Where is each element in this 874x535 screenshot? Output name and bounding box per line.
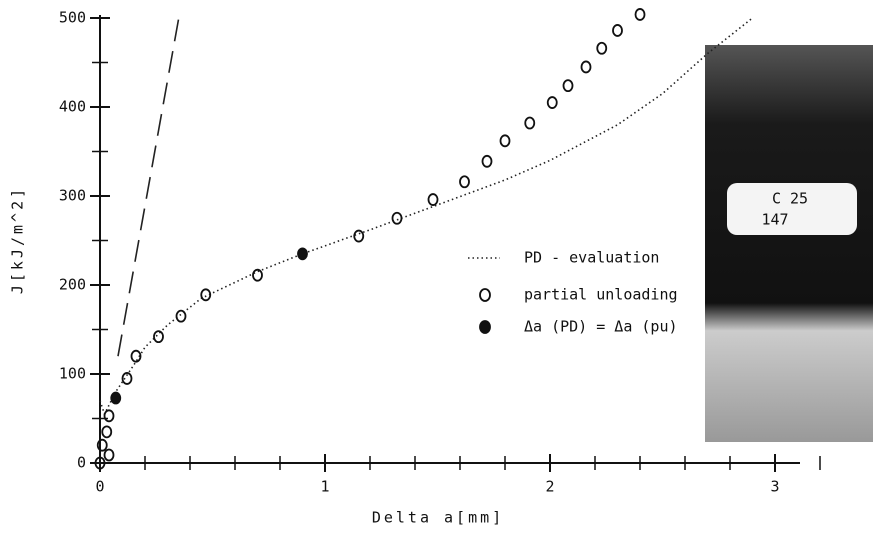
x-tick-label: 1 (320, 478, 329, 496)
inset-label: C 25 (772, 190, 808, 208)
y-tick-label: 200 (59, 276, 86, 294)
y-tick-label: 100 (59, 365, 86, 383)
data-point (546, 96, 558, 109)
data-point (459, 175, 470, 189)
series-line (99, 17, 753, 417)
legend-swatch (479, 288, 491, 302)
data-point (121, 372, 133, 385)
data-point (481, 154, 493, 168)
data-point (353, 229, 365, 243)
x-tick-label: 3 (770, 478, 779, 496)
data-point (391, 211, 403, 225)
data-point (562, 79, 574, 93)
data-point (200, 288, 212, 302)
data-point (103, 409, 115, 423)
legend-swatch (479, 320, 491, 334)
y-axis-label: J[kJ/m^2] (9, 186, 27, 294)
data-point (94, 456, 106, 470)
y-tick-label: 500 (59, 9, 86, 27)
inset-label: 147 (761, 211, 788, 229)
legend-label: PD - evaluation (524, 249, 659, 267)
x-tick-label: 0 (95, 478, 104, 496)
photo-inset (705, 45, 873, 442)
y-tick-label: 400 (59, 98, 86, 116)
data-point (634, 8, 646, 21)
data-point (175, 309, 187, 323)
y-tick-label: 300 (59, 187, 86, 205)
data-point (103, 448, 115, 462)
data-point (499, 134, 511, 148)
inset-label-box (727, 183, 857, 235)
data-point (612, 24, 623, 37)
data-point (596, 41, 608, 55)
data-point (580, 60, 592, 74)
legend-label: Δa (PD) = Δa (pu) (524, 318, 678, 336)
data-point (101, 425, 113, 439)
x-tick-label: 2 (545, 478, 554, 496)
data-point (427, 193, 439, 206)
legend-label: partial unloading (524, 286, 678, 304)
x-axis-label: Delta a[mm] (372, 509, 504, 527)
y-tick-label: 0 (77, 454, 86, 472)
data-point (96, 438, 108, 452)
data-point (297, 247, 308, 261)
data-point (524, 116, 536, 130)
series-line (117, 17, 180, 357)
data-point (110, 391, 122, 405)
data-point (252, 268, 263, 282)
data-point (153, 330, 164, 344)
data-point (130, 349, 142, 363)
